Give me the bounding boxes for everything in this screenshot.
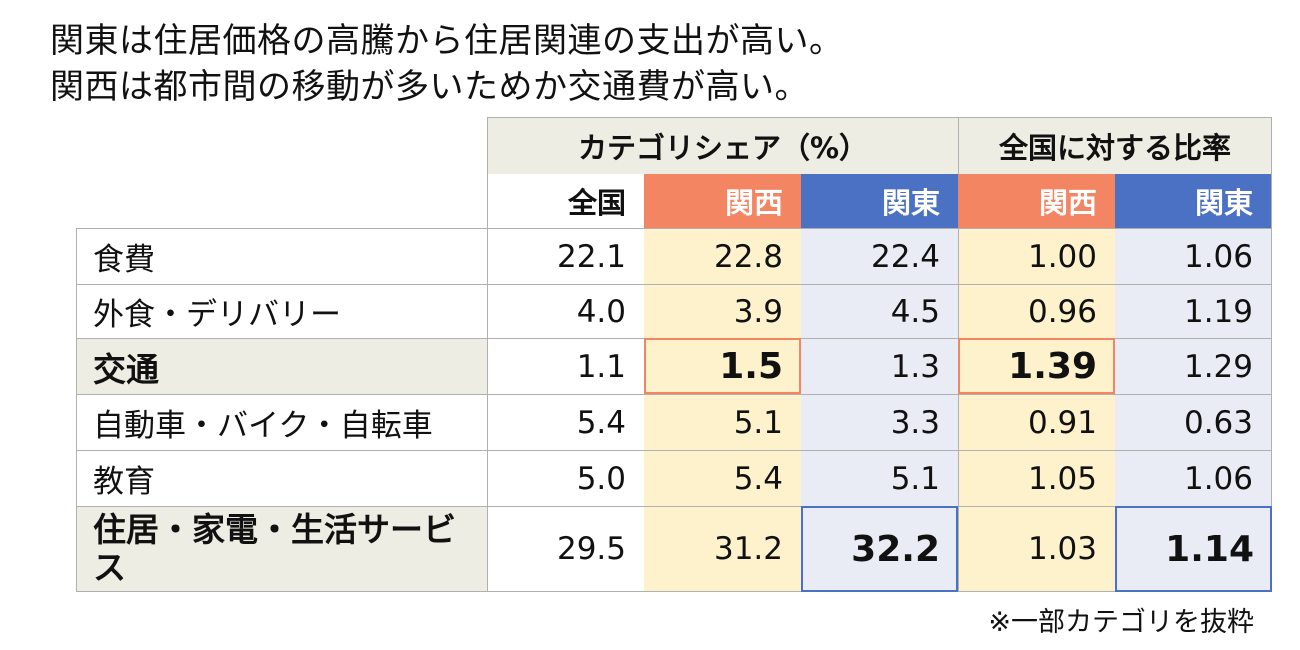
- cell-vehicles-kansai-share: 5.1: [644, 394, 801, 450]
- cell-food-kansai-share: 22.8: [644, 228, 801, 284]
- headline-line-2: 関西は都市間の移動が多いためか交通費が高い。: [50, 67, 809, 107]
- cell-transport-kansai-ratio-highlight: 1.39: [958, 338, 1115, 394]
- cell-dining-kansai-ratio: 0.96: [958, 284, 1115, 338]
- footnote: ※一部カテゴリを抜粋: [988, 607, 1254, 638]
- column-header-kansai-share: 関西: [644, 174, 801, 228]
- cell-transport-kanto-share: 1.3: [801, 338, 958, 394]
- row-label-education: 教育: [76, 450, 487, 506]
- cell-housing-kanto-share-highlight: 32.2: [801, 506, 958, 592]
- cell-vehicles-kanto-share: 3.3: [801, 394, 958, 450]
- cell-food-kanto-share: 22.4: [801, 228, 958, 284]
- cell-housing-kanto-ratio-highlight: 1.14: [1115, 506, 1272, 592]
- cell-education-kanto-share: 5.1: [801, 450, 958, 506]
- cell-food-kanto-ratio: 1.06: [1115, 228, 1272, 284]
- cell-dining-kansai-share: 3.9: [644, 284, 801, 338]
- row-label-housing: 住居・家電・生活サービス: [76, 506, 487, 592]
- headline-line-1: 関東は住居価格の高騰から住居関連の支出が高い。: [50, 21, 844, 61]
- cell-dining-kanto-share: 4.5: [801, 284, 958, 338]
- row-label-vehicles: 自動車・バイク・自転車: [76, 394, 487, 450]
- cell-dining-kanto-ratio: 1.19: [1115, 284, 1272, 338]
- cell-vehicles-zenkoku: 5.4: [487, 394, 644, 450]
- cell-housing-zenkoku: 29.5: [487, 506, 644, 592]
- cell-vehicles-kanto-ratio: 0.63: [1115, 394, 1272, 450]
- cell-transport-kanto-ratio: 1.29: [1115, 338, 1272, 394]
- column-header-kansai-ratio: 関西: [958, 174, 1115, 228]
- group-header-national-ratio: 全国に対する比率: [958, 117, 1272, 174]
- cell-education-kanto-ratio: 1.06: [1115, 450, 1272, 506]
- cell-food-kansai-ratio: 1.00: [958, 228, 1115, 284]
- comparison-table: カテゴリシェア（%） 全国に対する比率 全国 関西 関東 関西 関東 食費 22…: [76, 117, 1272, 592]
- cell-food-zenkoku: 22.1: [487, 228, 644, 284]
- row-label-food: 食費: [76, 228, 487, 284]
- cell-housing-kansai-ratio: 1.03: [958, 506, 1115, 592]
- table-corner-empty: [76, 117, 487, 174]
- cell-education-kansai-ratio: 1.05: [958, 450, 1115, 506]
- column-header-kanto-share: 関東: [801, 174, 958, 228]
- cell-education-kansai-share: 5.4: [644, 450, 801, 506]
- cell-education-zenkoku: 5.0: [487, 450, 644, 506]
- row-label-dining-out: 外食・デリバリー: [76, 284, 487, 338]
- headline: 関東は住居価格の高騰から住居関連の支出が高い。 関西は都市間の移動が多いためか交…: [50, 18, 844, 110]
- group-header-category-share: カテゴリシェア（%）: [487, 117, 958, 174]
- row-label-transport: 交通: [76, 338, 487, 394]
- table-corner-empty-2: [76, 174, 487, 228]
- cell-housing-kansai-share: 31.2: [644, 506, 801, 592]
- column-header-kanto-ratio: 関東: [1115, 174, 1272, 228]
- cell-dining-zenkoku: 4.0: [487, 284, 644, 338]
- cell-transport-zenkoku: 1.1: [487, 338, 644, 394]
- cell-vehicles-kansai-ratio: 0.91: [958, 394, 1115, 450]
- cell-transport-kansai-share-highlight: 1.5: [644, 338, 801, 394]
- column-header-zenkoku: 全国: [487, 174, 644, 228]
